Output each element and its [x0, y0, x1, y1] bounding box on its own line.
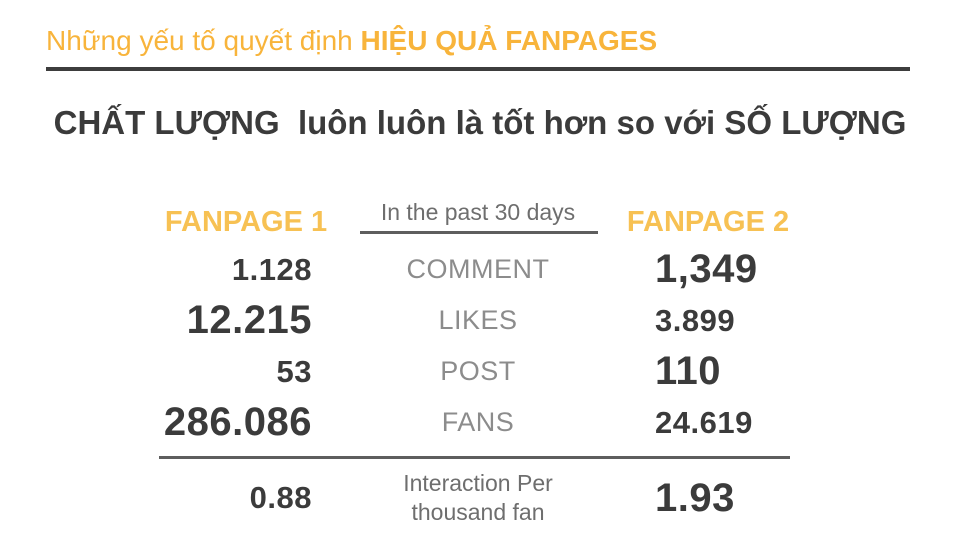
period-underline [360, 231, 598, 234]
metric-label: FANS [441, 407, 515, 437]
metric-label: COMMENT [406, 254, 550, 284]
fanpage-2-value: 24.619 [655, 404, 753, 440]
fanpage-2-header: FANPAGE 2 [626, 206, 790, 238]
fanpage-2-value: 1,349 [655, 247, 758, 291]
slide-heading: CHẤT LƯỢNG luôn luôn là tốt hơn so với S… [53, 104, 907, 141]
summary-metric-line1: Interaction Per [403, 470, 553, 496]
fanpage-2-value: 110 [655, 349, 722, 393]
summary-metric-label: Interaction Per thousand fan [328, 462, 628, 534]
period-label: In the past 30 days [380, 199, 576, 225]
metric-row-fans: 286.086 FANS 24.619 [0, 397, 960, 448]
metric-row-comment: 1.128 COMMENT 1,349 [0, 244, 960, 295]
deck-header-title: Những yếu tố quyết định HIỆU QUẢ FANPAGE… [46, 22, 657, 60]
summary-divider [159, 456, 790, 459]
summary-metric-line2: thousand fan [411, 499, 545, 525]
metric-row-likes: 12.215 LIKES 3.899 [0, 295, 960, 346]
fanpage-1-value: 53 [276, 353, 312, 389]
summary-row: 0.88 Interaction Per thousand fan 1.93 [0, 462, 960, 534]
fanpage-1-summary-value: 0.88 [249, 480, 312, 515]
metric-label: POST [440, 356, 516, 386]
header-divider [46, 67, 910, 71]
header-title-regular: Những yếu tố quyết định [46, 25, 361, 56]
fanpage-2-summary-value: 1.93 [655, 475, 735, 520]
fanpage-1-value: 1.128 [231, 251, 312, 287]
metric-label: LIKES [438, 305, 518, 335]
fanpage-1-value: 12.215 [186, 298, 312, 342]
fanpage-2-value: 3.899 [655, 302, 736, 338]
header-title-emphasis: HIỆU QUẢ FANPAGES [360, 25, 658, 56]
metric-row-post: 53 POST 110 [0, 346, 960, 397]
fanpage-1-value: 286.086 [163, 400, 312, 444]
fanpage-1-header: FANPAGE 1 [164, 206, 328, 238]
